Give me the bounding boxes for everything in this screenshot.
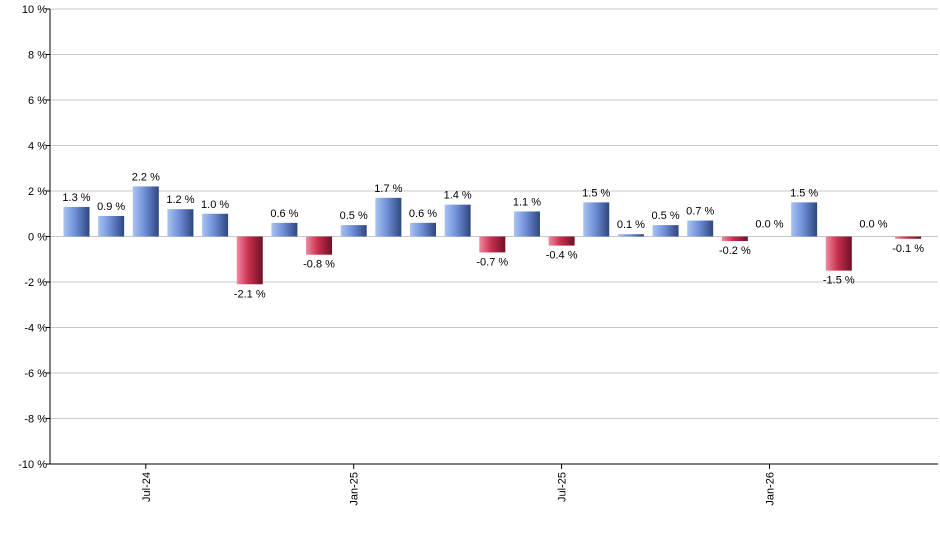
bar [271,222,298,237]
bar [652,225,679,237]
bar [63,206,90,237]
bar [548,236,575,246]
data-label: -0.2 % [719,245,751,257]
bar [721,236,748,242]
bar [513,211,540,237]
data-label: 1.7 % [374,183,402,195]
y-tick-label: -4 % [24,323,47,335]
x-tick-label: Jul-25 [557,472,569,502]
data-labels: 1.3 % 0.9 % 2.2 % 1.2 % 1.0 % -2.1 % 0.6 % -0.8… [62,171,924,300]
bar [410,222,436,237]
y-tick-label: -6 % [24,368,47,380]
bar [791,202,818,237]
data-label: 0.5 % [340,210,368,222]
y-tick-label: -2 % [24,277,47,289]
y-tick-label: 2 % [28,186,47,198]
bar [895,236,922,239]
bar [202,213,229,237]
data-label: -0.1 % [892,243,924,255]
data-label: 0.6 % [409,208,437,220]
data-label: 0.1 % [617,219,645,231]
data-label: 1.5 % [582,187,610,199]
bar [132,186,159,237]
bar [825,236,852,271]
bar [375,197,402,237]
data-label: -0.7 % [476,256,508,268]
y-tick-label: 10 % [22,4,47,16]
bar-series [63,186,922,285]
bar [687,220,714,237]
data-label: 1.3 % [62,192,90,204]
y-tick-label: -10 % [18,459,47,471]
data-label: 1.5 % [790,187,818,199]
y-tick-label: 4 % [28,141,47,153]
axes [46,8,938,469]
x-tick-label: Jan-26 [765,472,777,506]
bar [306,236,333,255]
data-label: 0.6 % [270,208,298,220]
data-label: -0.8 % [303,259,335,271]
data-label: -2.1 % [234,288,266,300]
bar [236,236,263,285]
data-label: -0.4 % [546,250,578,262]
bar [583,202,610,237]
bar [340,225,367,237]
data-label: 0.9 % [97,201,125,213]
data-label: -1.5 % [823,275,855,287]
bar [617,234,644,237]
y-tick-label: 6 % [28,95,47,107]
x-tick-label: Jul-24 [141,472,153,502]
x-tick-label: Jan-25 [349,472,361,506]
y-tick-label: 8 % [28,50,47,62]
y-tick-label: 0 % [28,232,47,244]
data-label: 2.2 % [132,171,160,183]
data-label: 1.1 % [513,196,541,208]
data-label: 1.4 % [444,190,472,202]
bar [479,236,506,253]
data-label: 0.7 % [686,206,714,218]
data-label: 1.2 % [166,194,194,206]
data-label: 0.0 % [859,219,887,231]
data-label: 1.0 % [201,199,229,211]
bar [167,209,194,237]
bar [444,204,471,237]
bar [98,216,125,237]
y-axis-tick-labels: 10 % 8 % 6 % 4 % 2 % 0 % -2 % -4 % -6 % -8 % -10 % [18,4,47,471]
x-axis-tick-labels: Jul-24 Jan-25 Jul-25 Jan-26 [141,472,777,506]
data-label: 0.5 % [651,210,679,222]
y-tick-label: -8 % [24,414,47,426]
data-label: 0.0 % [755,219,783,231]
